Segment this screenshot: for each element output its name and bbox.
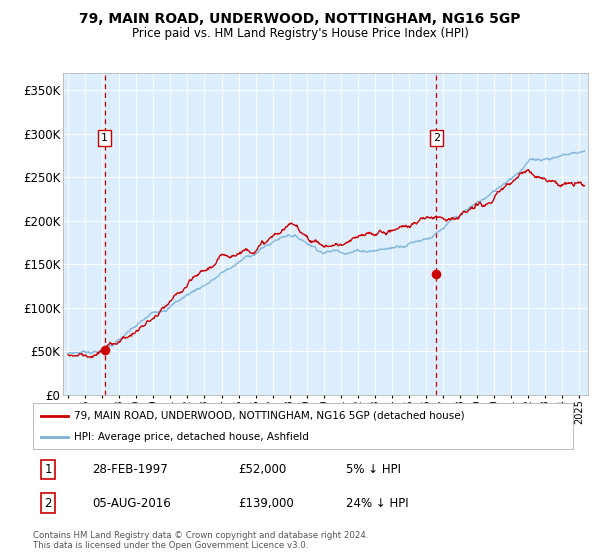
Text: 2: 2 — [44, 497, 52, 510]
Text: 24% ↓ HPI: 24% ↓ HPI — [346, 497, 409, 510]
Text: Price paid vs. HM Land Registry's House Price Index (HPI): Price paid vs. HM Land Registry's House … — [131, 27, 469, 40]
Text: 5% ↓ HPI: 5% ↓ HPI — [346, 463, 401, 476]
Text: 79, MAIN ROAD, UNDERWOOD, NOTTINGHAM, NG16 5GP (detached house): 79, MAIN ROAD, UNDERWOOD, NOTTINGHAM, NG… — [74, 410, 464, 421]
Text: £139,000: £139,000 — [238, 497, 294, 510]
Text: Contains HM Land Registry data © Crown copyright and database right 2024.
This d: Contains HM Land Registry data © Crown c… — [33, 531, 368, 550]
Point — [431, 269, 441, 278]
Text: HPI: Average price, detached house, Ashfield: HPI: Average price, detached house, Ashf… — [74, 432, 308, 442]
Text: 2: 2 — [433, 133, 440, 143]
Text: 28-FEB-1997: 28-FEB-1997 — [92, 463, 168, 476]
Text: 05-AUG-2016: 05-AUG-2016 — [92, 497, 171, 510]
Text: £52,000: £52,000 — [238, 463, 286, 476]
Text: 1: 1 — [101, 133, 108, 143]
Text: 1: 1 — [44, 463, 52, 476]
Point — [100, 345, 110, 354]
Text: 79, MAIN ROAD, UNDERWOOD, NOTTINGHAM, NG16 5GP: 79, MAIN ROAD, UNDERWOOD, NOTTINGHAM, NG… — [79, 12, 521, 26]
